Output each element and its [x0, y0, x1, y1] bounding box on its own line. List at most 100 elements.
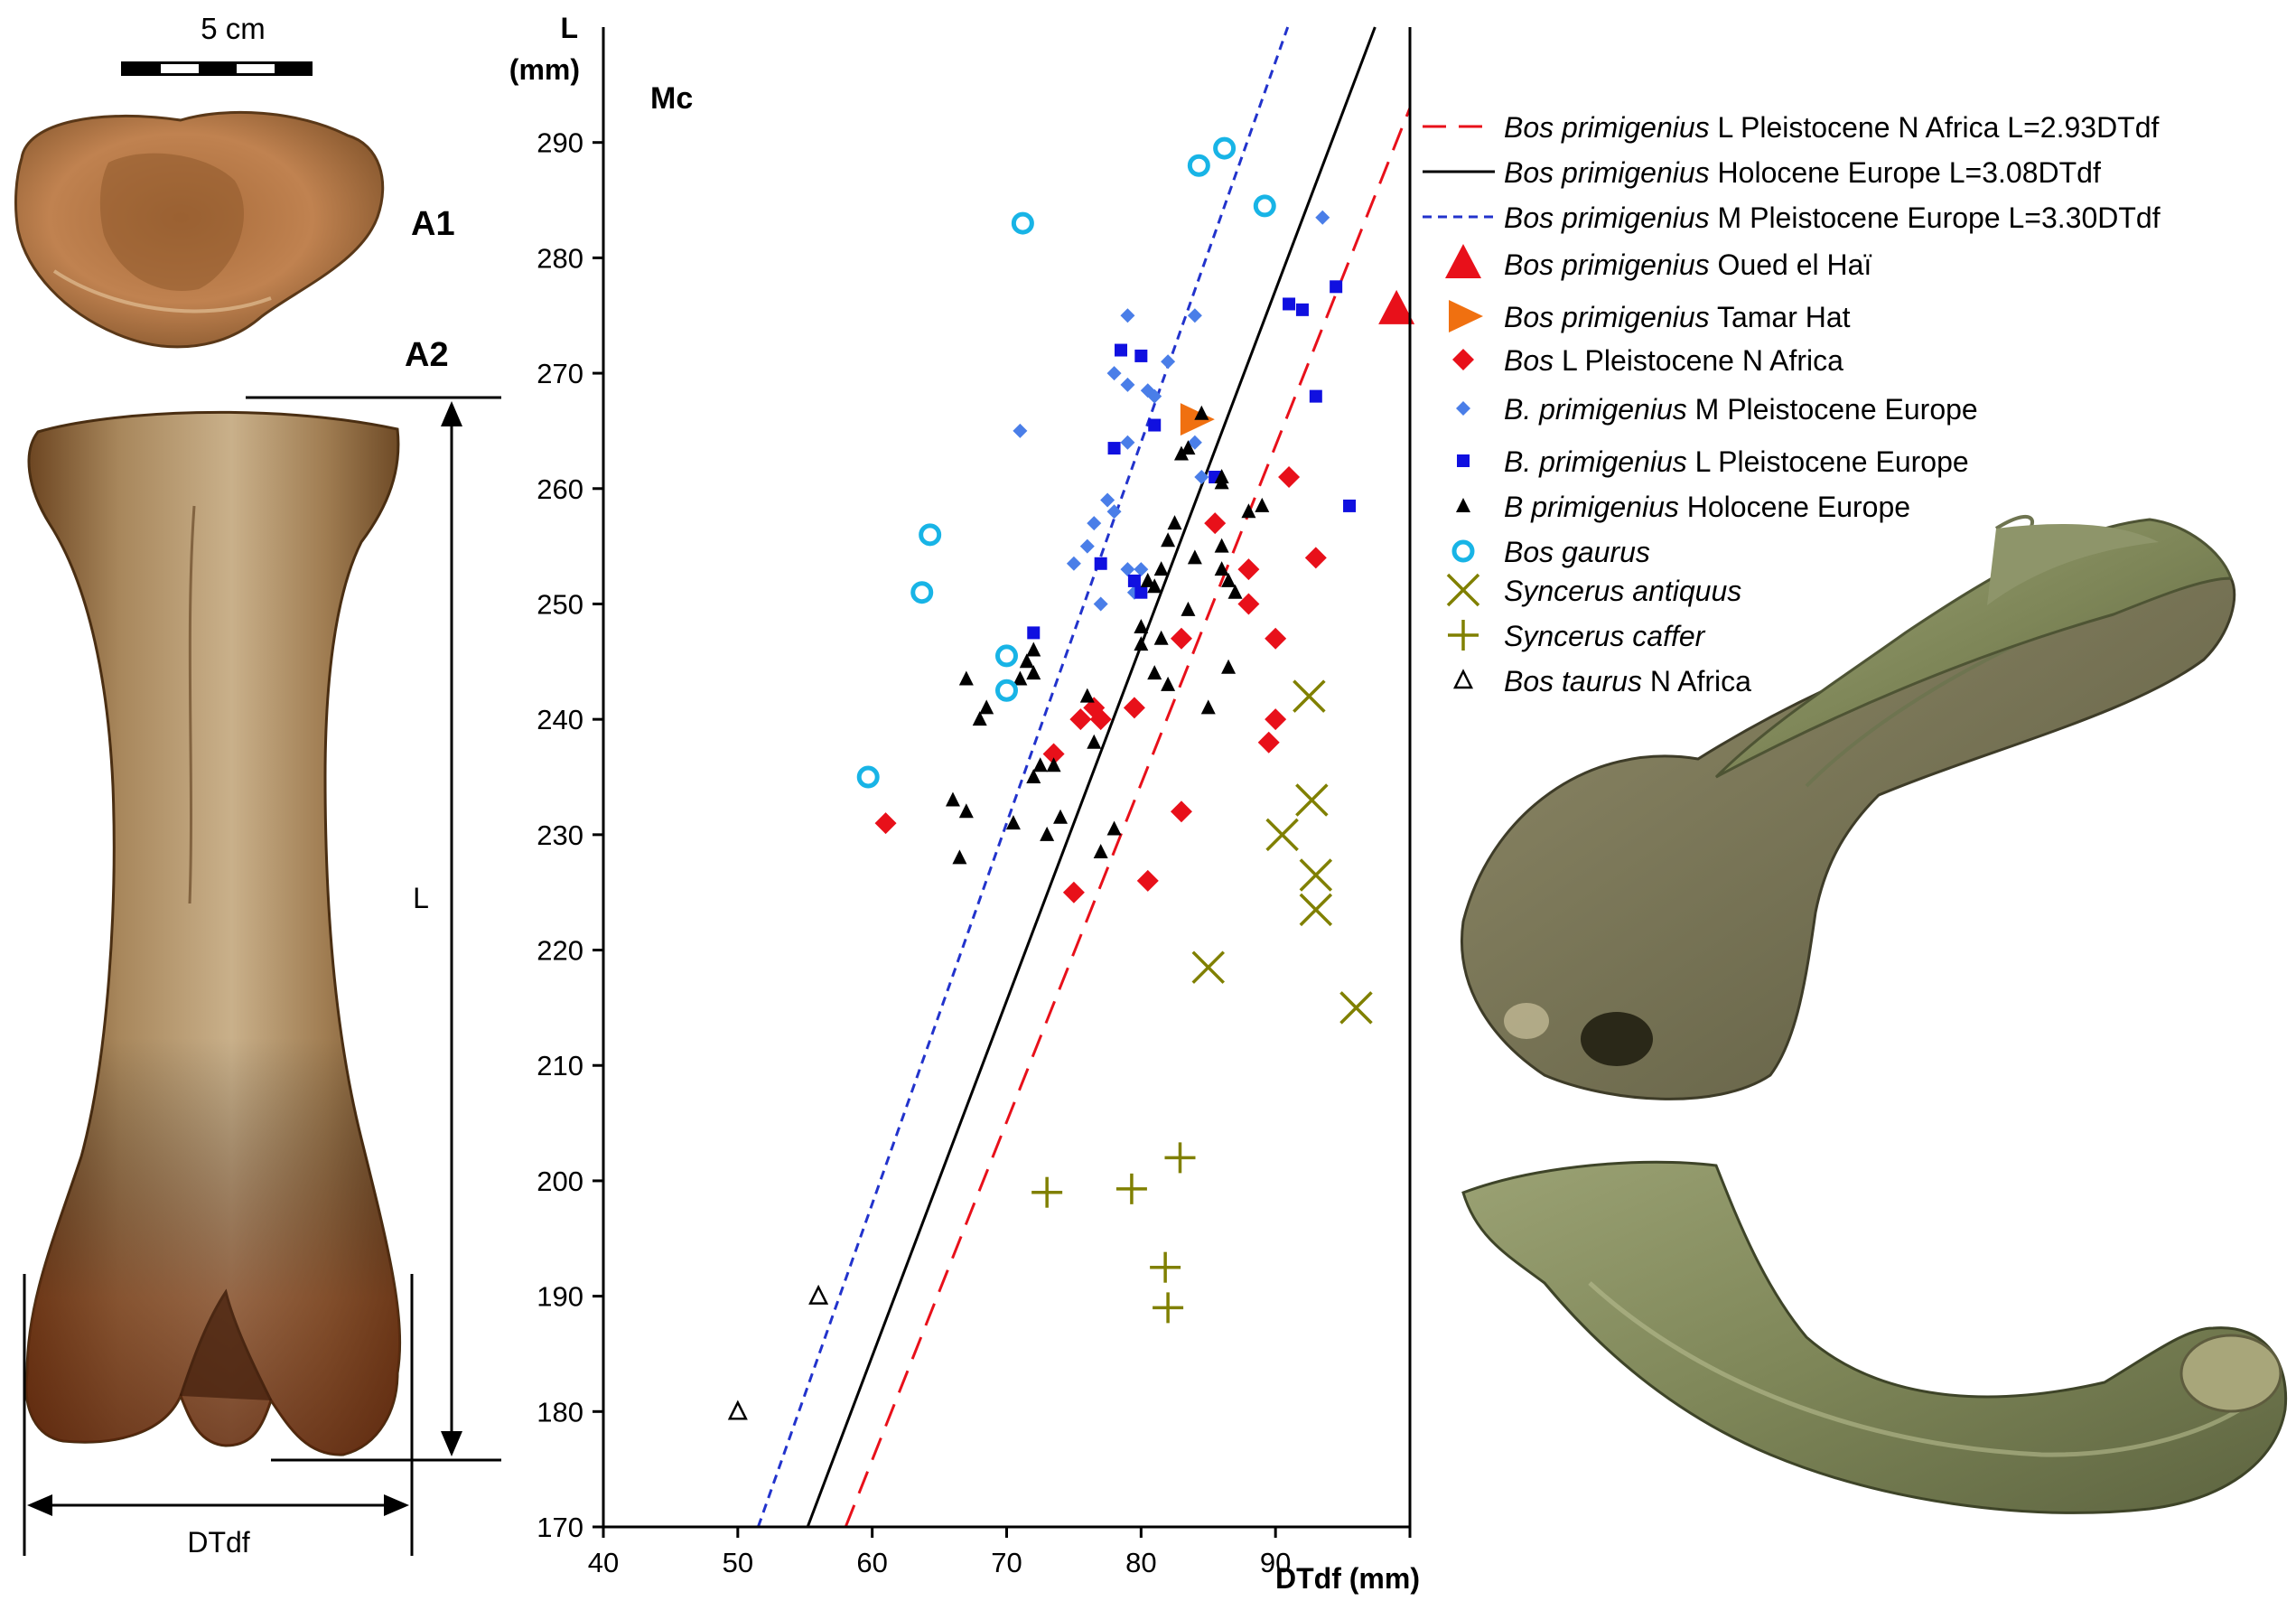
- data-point: [1087, 516, 1102, 531]
- data-point: [1173, 445, 1189, 461]
- data-point: [1283, 297, 1296, 311]
- legend-marker: [1452, 669, 1474, 689]
- data-point: [856, 765, 880, 789]
- y-axis-label-line2: (mm): [509, 53, 580, 86]
- data-point: [1123, 697, 1145, 719]
- legend-series-label: Syncerus caffer: [1504, 620, 1706, 652]
- series-5-points: [945, 405, 1270, 865]
- data-point: [1161, 532, 1176, 548]
- data-point: [1013, 670, 1028, 686]
- data-point: [1120, 377, 1135, 392]
- data-point: [1115, 343, 1128, 357]
- y-tick-label: 290: [537, 127, 583, 159]
- x-tick-label: 50: [723, 1547, 753, 1578]
- data-point: [995, 679, 1018, 702]
- legend-marker: [1456, 498, 1470, 512]
- legend-series-label: Bos primigenius Tamar Hat: [1504, 301, 1851, 333]
- panel-label-a2: A2: [405, 336, 449, 374]
- data-point: [1299, 858, 1333, 892]
- x-marker-stroke: [1191, 950, 1225, 984]
- width-measurement: DTdf: [23, 1274, 414, 1559]
- legend-series-label: Bos L Pleistocene N Africa: [1504, 344, 1843, 377]
- legend-marker: [1446, 573, 1480, 607]
- data-point: [1042, 743, 1065, 765]
- data-point: [1089, 708, 1112, 731]
- x-tick-label: 80: [1125, 1547, 1156, 1578]
- data-point: [1339, 991, 1373, 1025]
- regression-line: [806, 26, 1377, 1528]
- x-marker-stroke: [1339, 991, 1373, 1025]
- data-point: [1181, 601, 1196, 616]
- data-point: [1148, 418, 1162, 432]
- data-point: [1255, 497, 1270, 512]
- x-tick-label: 70: [991, 1547, 1022, 1578]
- series-2-points: [874, 466, 1327, 903]
- series-9-points: [727, 1284, 829, 1420]
- data-point: [1062, 881, 1085, 903]
- data-point: [1106, 820, 1122, 836]
- data-point: [1181, 440, 1196, 455]
- data-point: [1299, 893, 1333, 927]
- data-point: [1026, 641, 1041, 657]
- data-point: [1265, 708, 1287, 731]
- data-point: [1134, 562, 1149, 577]
- data-point: [1011, 211, 1034, 235]
- data-point: [1134, 585, 1148, 599]
- data-point: [1214, 469, 1229, 483]
- data-point: [1161, 676, 1176, 691]
- legend-marker: [1449, 300, 1483, 332]
- scale-bar-label: 5 cm: [201, 12, 266, 45]
- legend-marker: [1457, 454, 1470, 467]
- series-7-points: [1191, 679, 1373, 1025]
- data-point: [727, 1400, 748, 1420]
- y-tick-label: 180: [537, 1396, 583, 1428]
- legend-series-label: B. primigenius M Pleistocene Europe: [1504, 393, 1978, 426]
- data-point: [1237, 593, 1260, 615]
- data-point: [1106, 366, 1122, 381]
- data-point: [1046, 757, 1061, 772]
- data-points: [727, 136, 1415, 1420]
- data-point: [952, 849, 967, 865]
- skull-with-horn-photo: [1461, 514, 2236, 1100]
- data-point: [958, 803, 974, 819]
- data-point: [1194, 470, 1209, 484]
- legend-marker: [1456, 401, 1470, 416]
- data-point: [1005, 815, 1021, 830]
- data-point: [1213, 136, 1237, 160]
- chart-axes: 40 50 60 70 80 90 170 180 190 200 210 220 230 240 250 2…: [537, 27, 1412, 1578]
- chart-legend: Bos primigenius L Pleistocene N Africa L…: [1423, 111, 2161, 698]
- data-point: [1153, 1292, 1184, 1324]
- y-tick-label: 210: [537, 1050, 583, 1081]
- data-point: [1200, 699, 1216, 715]
- data-point: [1214, 538, 1229, 553]
- data-point: [1134, 636, 1149, 651]
- legend-series-label: Bos taurus N Africa: [1504, 665, 1751, 698]
- data-point: [1295, 303, 1309, 316]
- data-point: [1079, 688, 1095, 703]
- data-point: [1167, 515, 1182, 530]
- data-point: [808, 1284, 829, 1305]
- y-tick-label: 170: [537, 1512, 583, 1543]
- data-point: [1214, 561, 1229, 576]
- scale-bar: 5 cm: [121, 12, 313, 76]
- data-point: [1134, 619, 1149, 633]
- data-point: [1147, 389, 1162, 404]
- data-point: [1304, 547, 1327, 569]
- y-tick-label: 260: [537, 473, 583, 505]
- x-marker-stroke: [1265, 818, 1299, 852]
- regression-line: [756, 26, 1290, 1528]
- y-tick-label: 240: [537, 704, 583, 735]
- legend-series-label: Bos gaurus: [1504, 536, 1650, 568]
- legend-series-label: Syncerus antiquus: [1504, 575, 1741, 607]
- x-axis-label: DTdf (mm): [1275, 1562, 1420, 1595]
- x-marker-stroke: [1446, 573, 1480, 607]
- data-point: [1093, 596, 1108, 612]
- data-point: [1127, 574, 1141, 587]
- data-point: [995, 644, 1018, 668]
- y-tick-label: 250: [537, 588, 583, 620]
- legend-series-label: B. primigenius L Pleistocene Europe: [1504, 445, 1969, 478]
- y-tick-label: 280: [537, 242, 583, 274]
- data-point: [1265, 627, 1287, 650]
- data-point: [1194, 405, 1209, 420]
- data-point: [1227, 584, 1243, 599]
